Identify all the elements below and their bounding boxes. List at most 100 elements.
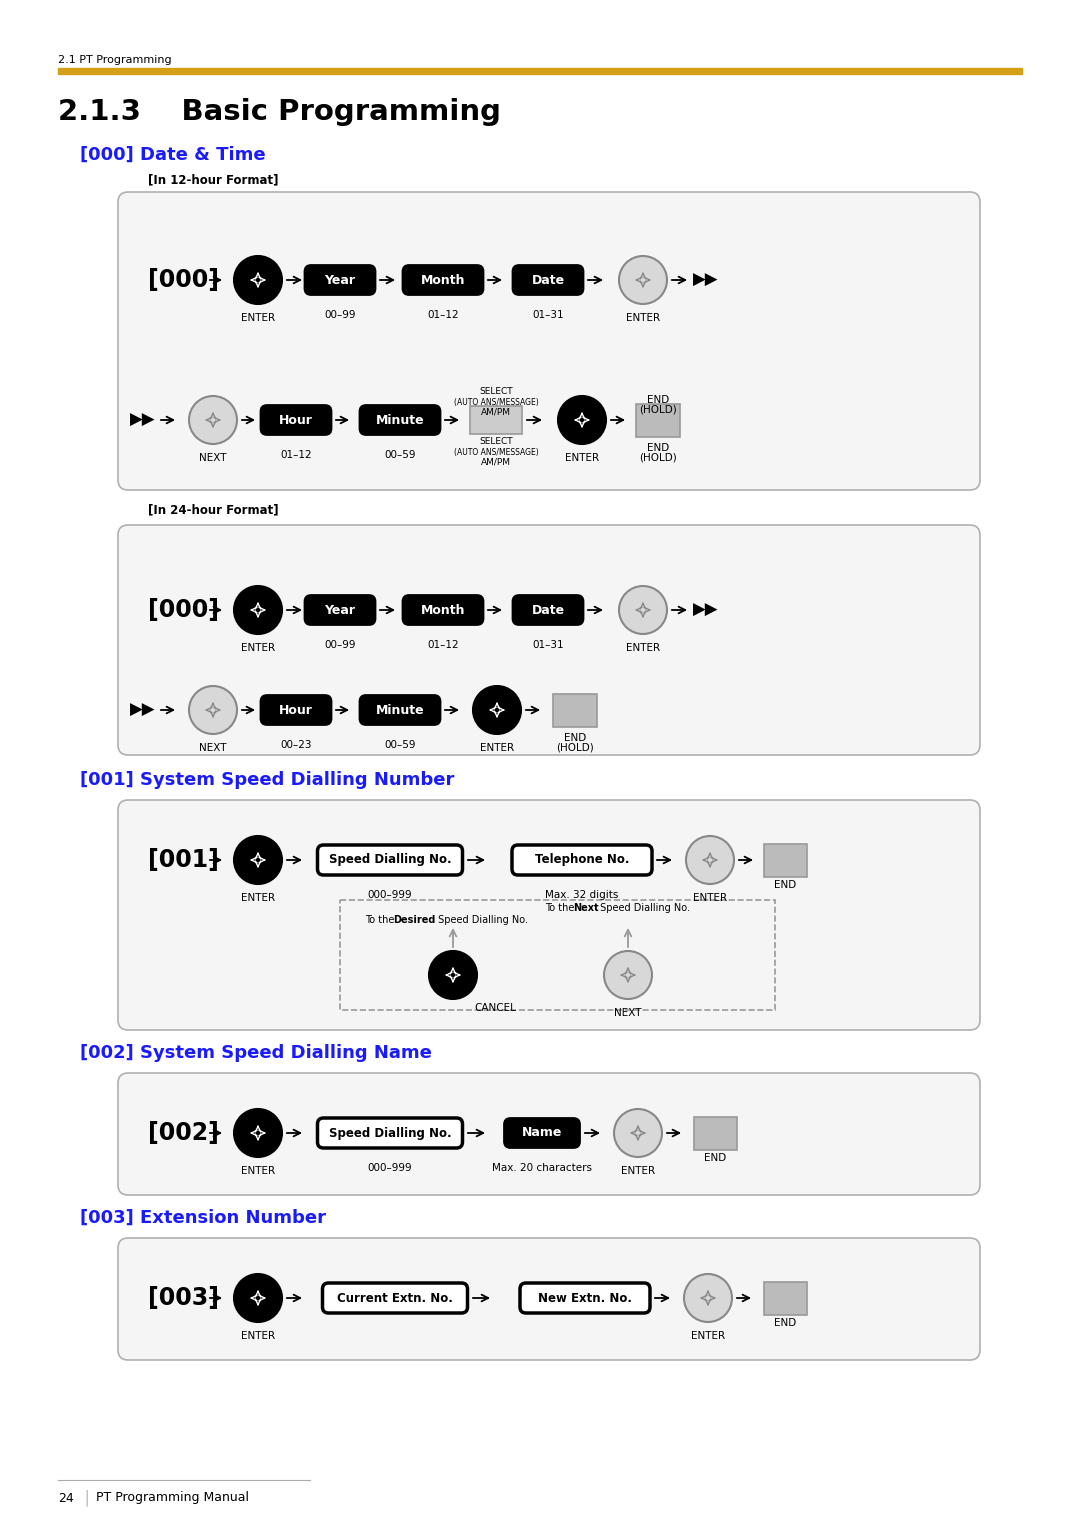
FancyBboxPatch shape bbox=[118, 193, 980, 490]
Text: 2.1 PT Programming: 2.1 PT Programming bbox=[58, 55, 172, 66]
Text: Telephone No.: Telephone No. bbox=[535, 854, 630, 866]
Circle shape bbox=[604, 950, 652, 999]
FancyBboxPatch shape bbox=[519, 1284, 650, 1313]
Text: Speed Dialling No.: Speed Dialling No. bbox=[435, 915, 528, 924]
Text: Name: Name bbox=[522, 1126, 563, 1140]
Text: ENTER: ENTER bbox=[241, 892, 275, 903]
Text: Year: Year bbox=[324, 604, 355, 616]
Circle shape bbox=[189, 686, 237, 733]
Text: END: END bbox=[774, 880, 796, 889]
FancyBboxPatch shape bbox=[504, 1118, 580, 1148]
Text: ▶▶: ▶▶ bbox=[693, 601, 719, 619]
Text: [002] System Speed Dialling Name: [002] System Speed Dialling Name bbox=[80, 1044, 432, 1062]
Text: 01–12: 01–12 bbox=[428, 310, 459, 319]
Bar bbox=[693, 1117, 737, 1149]
FancyBboxPatch shape bbox=[118, 1238, 980, 1360]
Bar bbox=[470, 406, 522, 434]
Bar bbox=[58, 69, 1022, 73]
FancyBboxPatch shape bbox=[305, 266, 375, 295]
Circle shape bbox=[234, 836, 282, 885]
Text: [000]: [000] bbox=[148, 597, 219, 622]
Text: (AUTO ANS/MESSAGE): (AUTO ANS/MESSAGE) bbox=[454, 397, 538, 406]
FancyBboxPatch shape bbox=[323, 1284, 468, 1313]
Text: 01–12: 01–12 bbox=[428, 640, 459, 649]
Text: END: END bbox=[647, 443, 670, 452]
Text: Speed Dialling No.: Speed Dialling No. bbox=[328, 1126, 451, 1140]
Text: 01–31: 01–31 bbox=[532, 310, 564, 319]
FancyBboxPatch shape bbox=[305, 596, 375, 625]
Text: [In 24-hour Format]: [In 24-hour Format] bbox=[148, 504, 279, 516]
Text: [003]: [003] bbox=[148, 1287, 219, 1309]
Text: 00–99: 00–99 bbox=[324, 310, 355, 319]
Text: NEXT: NEXT bbox=[615, 1008, 642, 1018]
Circle shape bbox=[234, 257, 282, 304]
Text: (HOLD): (HOLD) bbox=[639, 452, 677, 463]
Text: ENTER: ENTER bbox=[241, 313, 275, 322]
Text: Max. 32 digits: Max. 32 digits bbox=[545, 889, 619, 900]
Text: ENTER: ENTER bbox=[480, 743, 514, 753]
FancyBboxPatch shape bbox=[118, 1073, 980, 1195]
Text: ENTER: ENTER bbox=[241, 1331, 275, 1342]
Text: New Extn. No.: New Extn. No. bbox=[538, 1291, 632, 1305]
Text: ENTER: ENTER bbox=[626, 643, 660, 652]
Text: END: END bbox=[704, 1154, 726, 1163]
Text: ENTER: ENTER bbox=[241, 1166, 275, 1177]
FancyBboxPatch shape bbox=[403, 266, 483, 295]
FancyBboxPatch shape bbox=[118, 526, 980, 755]
Text: Hour: Hour bbox=[279, 414, 313, 426]
Text: [001] System Speed Dialling Number: [001] System Speed Dialling Number bbox=[80, 772, 455, 788]
Text: Next: Next bbox=[573, 903, 598, 914]
FancyBboxPatch shape bbox=[318, 1118, 462, 1148]
Circle shape bbox=[234, 1109, 282, 1157]
Circle shape bbox=[619, 257, 667, 304]
Text: ENTER: ENTER bbox=[691, 1331, 725, 1342]
Text: SELECT: SELECT bbox=[480, 437, 513, 446]
FancyBboxPatch shape bbox=[261, 405, 330, 434]
Text: Month: Month bbox=[421, 274, 465, 287]
Circle shape bbox=[684, 1274, 732, 1322]
FancyBboxPatch shape bbox=[118, 801, 980, 1030]
FancyBboxPatch shape bbox=[513, 266, 583, 295]
Text: │: │ bbox=[82, 1490, 91, 1507]
Text: Date: Date bbox=[531, 274, 565, 287]
Text: [001]: [001] bbox=[148, 848, 219, 872]
Text: 2.1.3    Basic Programming: 2.1.3 Basic Programming bbox=[58, 98, 501, 125]
Circle shape bbox=[429, 950, 477, 999]
Text: ENTER: ENTER bbox=[241, 643, 275, 652]
Text: 01–12: 01–12 bbox=[280, 451, 312, 460]
Text: AM/PM: AM/PM bbox=[481, 408, 511, 417]
Circle shape bbox=[619, 587, 667, 634]
Bar bbox=[764, 843, 807, 877]
Text: NEXT: NEXT bbox=[199, 452, 227, 463]
Circle shape bbox=[615, 1109, 662, 1157]
Text: Month: Month bbox=[421, 604, 465, 616]
Text: Minute: Minute bbox=[376, 703, 424, 717]
Text: SELECT: SELECT bbox=[480, 388, 513, 396]
Circle shape bbox=[234, 587, 282, 634]
Circle shape bbox=[473, 686, 521, 733]
Text: Date: Date bbox=[531, 604, 565, 616]
Bar bbox=[764, 1282, 807, 1314]
Text: Max. 20 characters: Max. 20 characters bbox=[492, 1163, 592, 1174]
Bar bbox=[340, 900, 775, 1010]
Text: [000] Date & Time: [000] Date & Time bbox=[80, 147, 266, 163]
Text: Minute: Minute bbox=[376, 414, 424, 426]
Text: Speed Dialling No.: Speed Dialling No. bbox=[328, 854, 451, 866]
Text: Desired: Desired bbox=[393, 915, 435, 924]
Text: 00–23: 00–23 bbox=[280, 740, 312, 750]
Text: [003] Extension Number: [003] Extension Number bbox=[80, 1209, 326, 1227]
Text: ▶▶: ▶▶ bbox=[131, 701, 156, 720]
Text: (HOLD): (HOLD) bbox=[639, 405, 677, 416]
Text: (AUTO ANS/MESSAGE): (AUTO ANS/MESSAGE) bbox=[454, 448, 538, 457]
Text: 01–31: 01–31 bbox=[532, 640, 564, 649]
Text: END: END bbox=[647, 396, 670, 405]
Circle shape bbox=[558, 396, 606, 445]
Text: 000–999: 000–999 bbox=[367, 889, 413, 900]
Text: To the: To the bbox=[365, 915, 397, 924]
Text: Hour: Hour bbox=[279, 703, 313, 717]
Text: NEXT: NEXT bbox=[199, 743, 227, 753]
Text: CANCEL: CANCEL bbox=[474, 1002, 516, 1013]
Bar bbox=[553, 694, 597, 726]
Text: 00–59: 00–59 bbox=[384, 740, 416, 750]
Text: 24: 24 bbox=[58, 1491, 73, 1505]
